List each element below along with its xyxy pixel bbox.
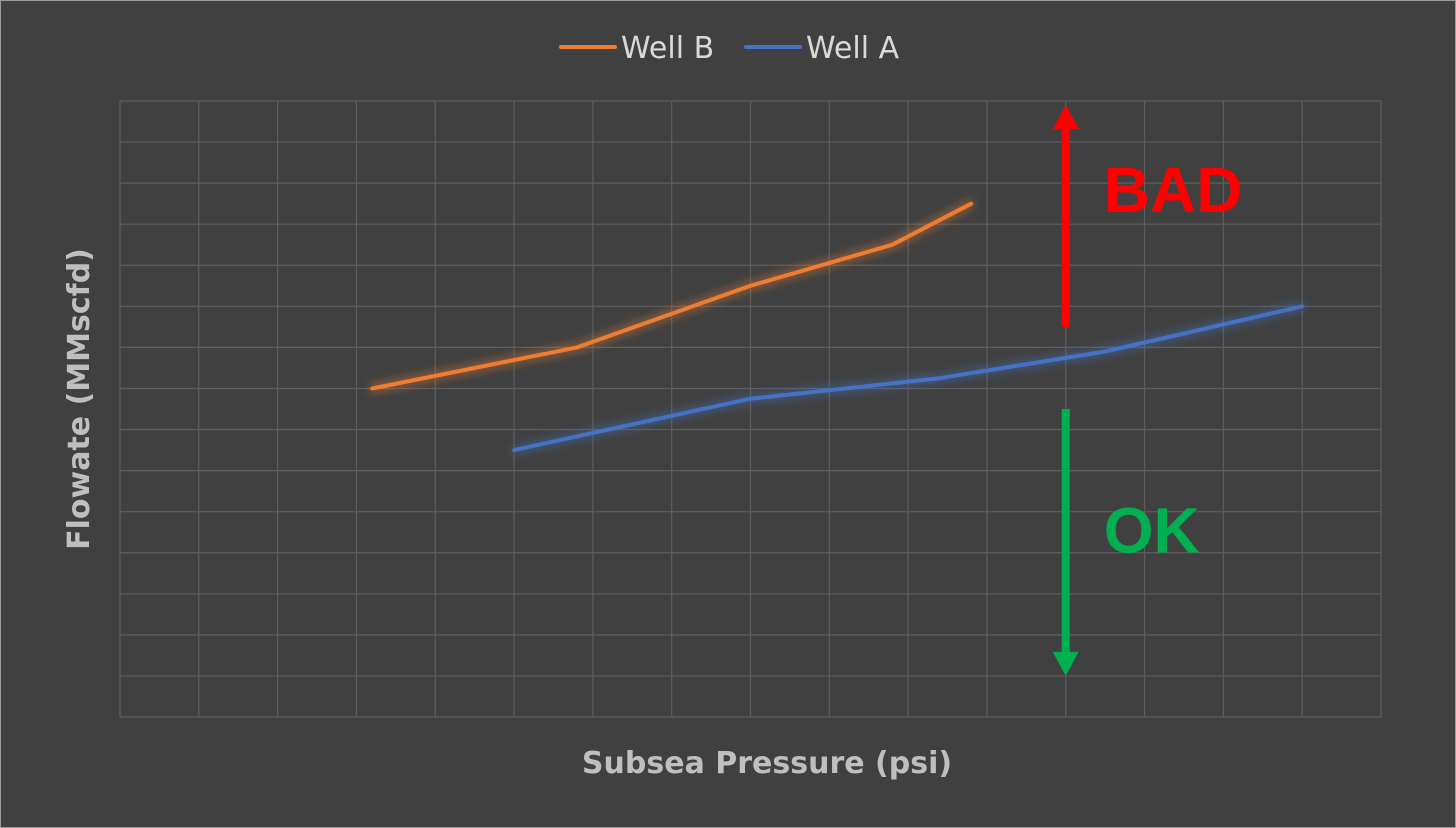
series-line-well-b [370, 201, 974, 391]
series-line-well-a [512, 304, 1305, 453]
legend-label-well-a: Well A [806, 31, 900, 66]
legend-label-well-b: Well B [621, 31, 714, 66]
x-axis-title: Subsea Pressure (psi) [582, 746, 952, 781]
bad-arrow-head [1052, 105, 1079, 130]
ok-annotation-label: OK [1104, 495, 1200, 567]
series-lines [370, 201, 1305, 453]
annotations: BAD OK [1052, 105, 1243, 676]
y-axis-title: Flowate (MMscfd) [62, 248, 97, 550]
ok-arrow-head [1052, 651, 1079, 676]
legend: Well B Well A [559, 31, 900, 66]
bad-annotation-label: BAD [1104, 154, 1243, 226]
